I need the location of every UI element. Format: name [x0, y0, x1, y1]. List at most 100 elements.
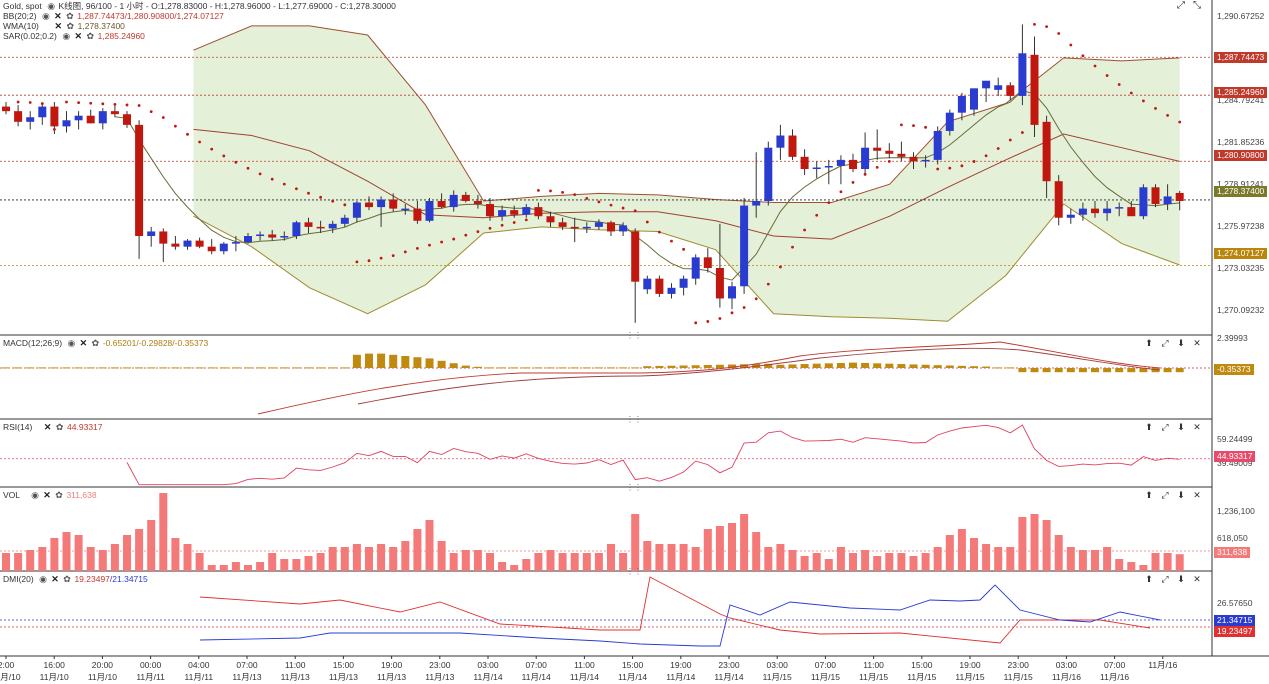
move-up-icon[interactable]: ⬆	[1145, 338, 1153, 348]
macd-histogram-bar	[268, 367, 277, 369]
candle-body	[62, 120, 71, 127]
price-tick: 1,278.91241	[1217, 179, 1265, 189]
move-down-icon[interactable]: ⬇	[1177, 490, 1185, 500]
move-down-icon[interactable]: ⬇	[1177, 422, 1185, 432]
sar-dot	[803, 228, 806, 232]
gear-icon[interactable]: ✿	[63, 574, 71, 584]
time-axis-date: 11月/15	[955, 672, 984, 682]
sar-dot	[125, 103, 129, 107]
sar-dot	[512, 221, 516, 224]
macd-signal-line	[357, 347, 1161, 405]
sar-dot	[537, 188, 540, 192]
close-icon[interactable]: ✕	[51, 574, 59, 584]
pane-resize-handle[interactable]: ⋮⋮	[626, 567, 642, 576]
candle-body	[1042, 121, 1051, 182]
candle-body	[740, 205, 749, 287]
move-up-icon[interactable]: ⬆	[1145, 490, 1153, 500]
macd-histogram-bar	[534, 367, 543, 369]
expand-icon[interactable]: ⤢	[1177, 0, 1185, 11]
eye-icon[interactable]: ◉	[39, 574, 47, 584]
time-axis-label: 2:00	[0, 660, 15, 670]
volume-bar	[449, 553, 458, 571]
time-axis-date: 11月/14	[473, 672, 502, 682]
macd-histogram-bar	[800, 364, 809, 368]
macd-histogram-bar	[413, 357, 422, 368]
move-up-icon[interactable]: ⬆	[1145, 422, 1153, 432]
gear-icon[interactable]: ✿	[55, 422, 64, 432]
eye-icon[interactable]: ◉	[62, 31, 71, 41]
candle-body	[1163, 196, 1172, 205]
sar-dot	[270, 177, 274, 181]
rsi-value: 44.93317	[67, 422, 103, 432]
macd-histogram-bar	[473, 366, 482, 368]
close-pane-icon[interactable]: ✕	[1193, 490, 1201, 500]
sar-dot	[416, 247, 419, 250]
gear-icon[interactable]: ✿	[66, 21, 75, 31]
macd-histogram-bar	[147, 367, 156, 369]
volume-bar	[2, 553, 10, 571]
macd-histogram-bar	[159, 367, 168, 369]
maximize-icon[interactable]: ⤢	[1161, 338, 1169, 348]
volume-bar	[752, 532, 761, 571]
close-pane-icon[interactable]: ✕	[1193, 422, 1201, 432]
maximize-icon[interactable]: ⤢	[1161, 574, 1169, 584]
gear-icon[interactable]: ✿	[91, 338, 100, 348]
close-icon[interactable]: ✕	[54, 11, 62, 21]
maximize-icon[interactable]: ⤢	[1161, 422, 1169, 432]
rsi-tick: 59.24499	[1217, 434, 1253, 444]
sar-dot	[331, 199, 335, 203]
pane-resize-handle[interactable]: ⋮⋮	[626, 331, 642, 340]
time-axis-date: 11月/14	[666, 672, 695, 682]
close-icon[interactable]: ✕	[54, 21, 63, 31]
gear-icon[interactable]: ✿	[66, 11, 74, 21]
macd-histogram-bar	[98, 367, 107, 369]
vol-tick: 1,236,100	[1217, 506, 1255, 516]
candle-body	[812, 167, 821, 170]
volume-bar	[183, 544, 192, 571]
macd-histogram-bar	[812, 363, 821, 368]
pane-resize-handle[interactable]: ⋮⋮	[626, 415, 642, 424]
eye-icon[interactable]: ◉	[67, 338, 76, 348]
eye-icon[interactable]: ◉	[31, 490, 39, 500]
time-axis-label: 03:00	[477, 660, 499, 670]
candle-body	[328, 223, 337, 229]
volume-bar	[1115, 559, 1124, 571]
time-axis-label: 11:00	[574, 660, 595, 670]
close-icon[interactable]: ✕	[79, 338, 88, 348]
close-pane-icon[interactable]: ✕	[1193, 338, 1201, 348]
dmi-label: DMI(20)	[3, 574, 34, 584]
volume-bar	[594, 553, 603, 571]
sar-dot	[682, 247, 685, 251]
sar-dot	[53, 128, 56, 131]
macd-histogram-bar	[788, 364, 797, 368]
eye-icon[interactable]: ◉	[41, 11, 50, 21]
gear-icon[interactable]: ✿	[86, 31, 95, 41]
pane-resize-handle[interactable]: ⋮⋮	[626, 483, 642, 492]
move-down-icon[interactable]: ⬇	[1177, 338, 1185, 348]
dmi-tick: 26.57650	[1217, 598, 1253, 608]
macd-histogram-bar	[316, 367, 325, 369]
move-up-icon[interactable]: ⬆	[1145, 574, 1153, 584]
close-icon[interactable]: ✕	[43, 490, 51, 500]
sar-dot	[996, 147, 1000, 150]
macd-histogram-bar	[171, 367, 180, 369]
close-icon[interactable]: ✕	[43, 422, 52, 432]
volume-bar	[352, 544, 361, 571]
wma-tag: 1,278.37400	[1214, 186, 1268, 197]
move-down-icon[interactable]: ⬇	[1177, 574, 1185, 584]
candle-body	[570, 226, 579, 229]
sar-dot	[403, 250, 407, 254]
close-pane-icon[interactable]: ✕	[1193, 574, 1201, 584]
close-icon[interactable]: ✕	[74, 31, 83, 41]
maximize-icon[interactable]: ⤢	[1161, 490, 1169, 500]
candle-body	[183, 240, 192, 247]
eye-icon[interactable]: ◉	[47, 1, 56, 11]
macd-histogram-bar	[231, 367, 240, 369]
volume-bar	[849, 553, 857, 571]
bollinger-band-fill	[193, 25, 1180, 322]
fullscreen-icon[interactable]: ⤡	[1193, 0, 1201, 11]
macd-histogram-bar	[1030, 368, 1039, 373]
bb-mid-line	[193, 128, 1180, 240]
gear-icon[interactable]: ✿	[55, 490, 63, 500]
